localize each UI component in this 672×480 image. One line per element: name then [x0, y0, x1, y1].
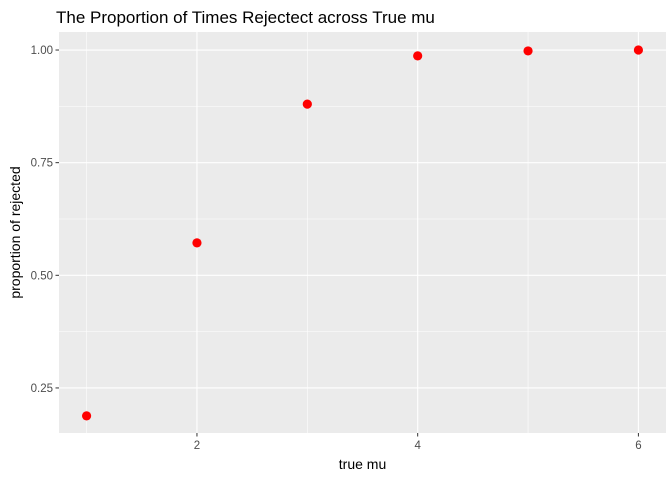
- data-point: [81, 411, 92, 421]
- chart-title: The Proportion of Times Rejectect across…: [56, 8, 435, 27]
- data-point: [192, 238, 202, 248]
- x-tick-label: 6: [635, 440, 641, 452]
- grid-major: [59, 32, 666, 433]
- x-tick-label: 2: [194, 440, 200, 452]
- data-point: [633, 45, 644, 55]
- data-point: [413, 51, 423, 61]
- data-points: [81, 45, 644, 421]
- y-axis-ticks: 0.25 0.50 0.75 1.00: [31, 45, 59, 395]
- data-point: [302, 99, 312, 109]
- plot-panel: [59, 32, 666, 433]
- x-tick-label: 4: [414, 440, 421, 452]
- grid-minor: [59, 32, 666, 433]
- data-point: [523, 46, 533, 56]
- y-tick-label: 0.25: [31, 383, 53, 395]
- y-tick-label: 1.00: [31, 45, 53, 57]
- y-tick-label: 0.75: [31, 158, 53, 170]
- x-axis-ticks: 2 4 6: [194, 433, 642, 452]
- y-axis-title: proportion of rejected: [7, 166, 23, 298]
- y-tick-label: 0.50: [31, 270, 53, 282]
- x-axis-title: true mu: [339, 456, 386, 472]
